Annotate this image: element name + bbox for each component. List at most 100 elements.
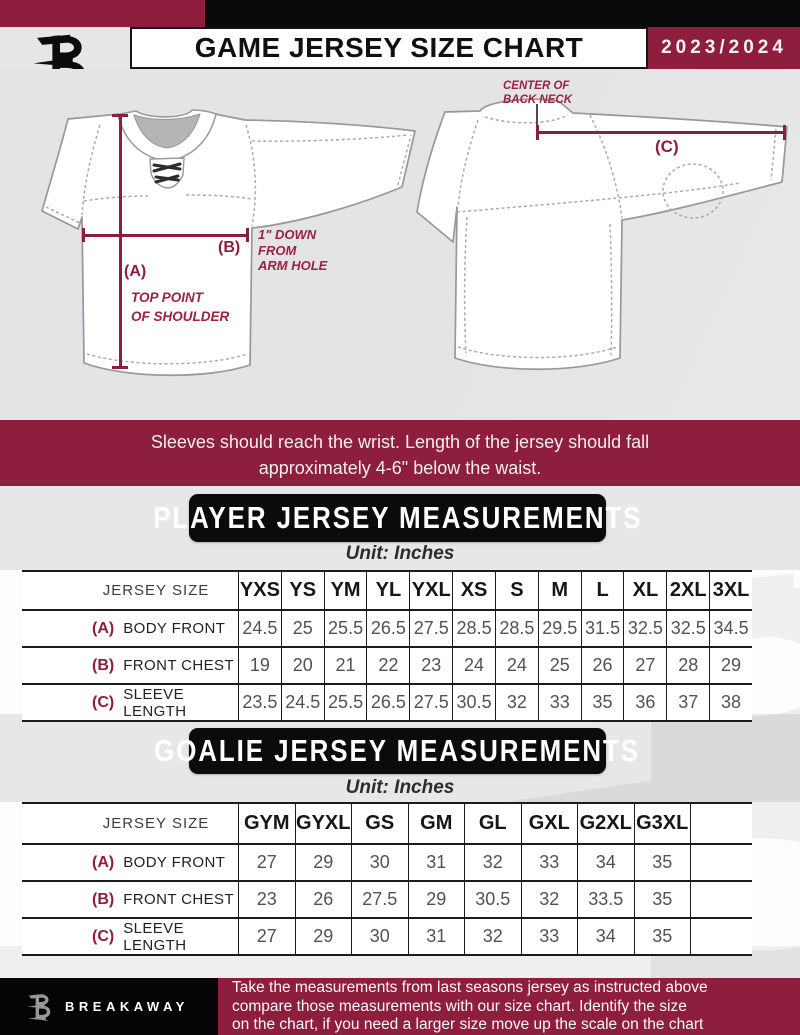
table-cell: 32 (464, 845, 521, 880)
fit-notice-banner: Sleeves should reach the wrist. Length o… (0, 420, 800, 486)
top-maroon-strip (0, 0, 205, 27)
label-c-description: CENTER OF BACK NECK (503, 80, 572, 106)
label-a-description: TOP POINT OF SHOULDER (131, 290, 230, 324)
size-column-header: 2XL (666, 572, 709, 609)
table-cell: 29 (709, 648, 752, 683)
measurement-line-c (537, 131, 786, 134)
season-badge: 2023/2024 (648, 27, 800, 69)
table-cell: 23 (409, 648, 452, 683)
back-jersey-diagram (416, 98, 788, 371)
page-title-box: GAME JERSEY SIZE CHART (130, 27, 648, 69)
table-cell: 25.5 (323, 611, 367, 646)
table-cell: 29.5 (537, 611, 581, 646)
row-key: (A) (92, 853, 115, 871)
table-cell: 27.5 (409, 685, 452, 720)
table-cell: 27 (238, 919, 295, 954)
size-column-header: G3XL (633, 804, 691, 843)
size-column-header: GYXL (294, 804, 352, 843)
size-column-header: GYM (238, 804, 295, 843)
size-column-header: YXS (238, 572, 281, 609)
notice-line-1: Sleeves should reach the wrist. Length o… (150, 432, 650, 452)
line-c-right-cap (783, 125, 786, 140)
table-cell: 32.5 (666, 611, 709, 646)
table-cell: 33 (520, 845, 578, 880)
size-column-header: GL (464, 804, 521, 843)
player-section-title: PLAYER JERSEY MEASUREMENTS (152, 500, 643, 535)
row-label: (A) BODY FRONT (22, 611, 238, 646)
line-a-top-cap (112, 114, 128, 117)
table-cell: 28.5 (494, 611, 538, 646)
row-key: (B) (92, 656, 115, 674)
row-label: (B) FRONT CHEST (22, 882, 238, 917)
table-cell: 27 (238, 845, 295, 880)
table-cell: 29 (407, 882, 465, 917)
footer-line-3: on the chart, if you need a larger size … (232, 1016, 704, 1033)
jersey-size-header: JERSEY SIZE (102, 582, 210, 599)
footer-brand-name: BREAKAWAY (65, 999, 189, 1014)
table-cell: 23.5 (238, 685, 281, 720)
empty-cell (690, 882, 752, 917)
measurement-line-b (82, 234, 249, 237)
size-column-header: YS (280, 572, 324, 609)
size-column-header: XS (452, 572, 495, 609)
table-cell: 31 (407, 919, 465, 954)
table-cell: 21 (323, 648, 367, 683)
footer-breakaway-logo-icon (27, 993, 51, 1021)
table-cell: 29 (294, 845, 352, 880)
row-name: BODY FRONT (123, 620, 226, 637)
size-column-header: 3XL (709, 572, 752, 609)
table-cell: 28 (666, 648, 709, 683)
table-cell: 25 (280, 611, 324, 646)
size-column-header: M (537, 572, 581, 609)
table-cell: 25.5 (323, 685, 367, 720)
size-column-header: GS (351, 804, 408, 843)
line-b-left-cap (82, 228, 85, 242)
empty-cell (690, 804, 752, 843)
size-column-header: YL (366, 572, 409, 609)
table-cell: 38 (709, 685, 752, 720)
row-name: BODY FRONT (123, 854, 226, 871)
table-cell: 30.5 (452, 685, 495, 720)
table-cell: 33 (520, 919, 578, 954)
table-cell: 33 (537, 685, 581, 720)
label-b-key: (B) (218, 239, 241, 256)
line-c-left-cap (536, 125, 539, 140)
table-header-row: JERSEY SIZE GYM GYXL GS GM GL GXL G2XL G3XL (22, 804, 752, 845)
table-cell: 24.5 (238, 611, 281, 646)
top-black-strip (205, 0, 800, 27)
size-column-header: GM (407, 804, 465, 843)
table-cell: 26.5 (366, 685, 409, 720)
goalie-unit-label: Unit: Inches (345, 777, 455, 798)
player-measurements-table: JERSEY SIZE YXS YS YM YL YXL XS S M L XL 2XL 3XL (A) B… (22, 570, 752, 722)
table-row: (C) SLEEVE LENGTH 23.5 24.5 25.5 26.5 27.5 30.5… (22, 685, 752, 722)
table-cell: 27 (623, 648, 666, 683)
front-jersey-diagram (41, 109, 416, 377)
table-cell: 33.5 (577, 882, 634, 917)
row-label: (A) BODY FRONT (22, 845, 238, 880)
table-header-row: JERSEY SIZE YXS YS YM YL YXL XS S M L XL 2XL 3XL (22, 572, 752, 611)
table-cell: 36 (623, 685, 666, 720)
table-cell: 23 (238, 882, 295, 917)
table-cell: 31.5 (580, 611, 624, 646)
table-cell: 35 (633, 882, 691, 917)
table-cell: 26 (580, 648, 624, 683)
row-name: SLEEVE LENGTH (123, 685, 187, 720)
table-cell: 35 (633, 845, 691, 880)
table-cell: 31 (407, 845, 465, 880)
row-key: (A) (92, 619, 115, 637)
size-column-header: L (580, 572, 624, 609)
empty-cell (690, 845, 752, 880)
row-name: SLEEVE LENGTH (123, 919, 187, 954)
row-key: (C) (92, 927, 115, 945)
table-cell: 30 (351, 845, 408, 880)
table-cell: 20 (280, 648, 324, 683)
table-cell: 37 (666, 685, 709, 720)
goalie-measurements-table: JERSEY SIZE GYM GYXL GS GM GL GXL G2XL G3XL (A) BO… (22, 802, 752, 956)
table-cell: 35 (580, 685, 624, 720)
row-label: (B) FRONT CHEST (22, 648, 238, 683)
table-cell: 27.5 (351, 882, 408, 917)
label-b-description: 1" DOWN FROM ARM HOLE (258, 227, 328, 273)
table-cell: 30.5 (464, 882, 521, 917)
goalie-section-banner: GOALIE JERSEY MEASUREMENTS (155, 728, 639, 774)
